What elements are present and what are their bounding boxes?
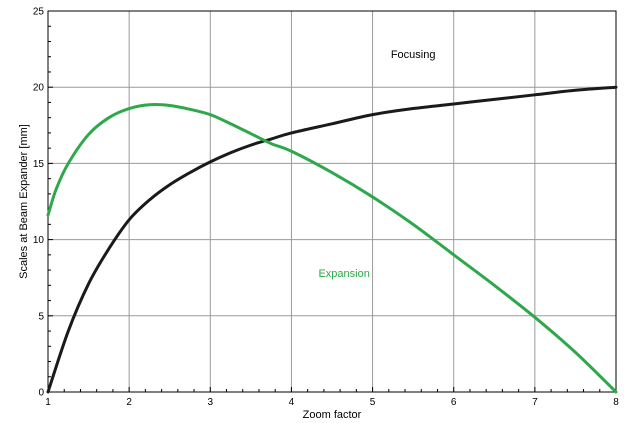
y-tick-label: 20 xyxy=(33,83,45,94)
series-line-focusing xyxy=(46,85,618,394)
x-axis-title: Zoom factor xyxy=(303,409,362,421)
plot-area xyxy=(48,11,616,392)
y-axis-title: Scales at Beam Expander [mm] xyxy=(18,124,30,279)
x-tick-label: 4 xyxy=(289,397,295,408)
series-line-expansion xyxy=(46,103,618,394)
x-tick-label: 6 xyxy=(451,397,457,408)
y-tick-label: 15 xyxy=(33,159,45,170)
x-tick-label: 8 xyxy=(613,397,619,408)
x-tick-label: 5 xyxy=(370,397,376,408)
y-tick-label: 25 xyxy=(33,7,45,18)
y-tick-label: 10 xyxy=(33,235,45,246)
y-tick-label: 5 xyxy=(38,311,44,322)
y-tick-label: 0 xyxy=(38,388,44,399)
x-tick-label: 1 xyxy=(45,397,51,408)
plot-frame xyxy=(47,10,617,393)
x-tick-label: 3 xyxy=(208,397,214,408)
x-tick-label: 7 xyxy=(532,397,538,408)
annotation-focusing: Focusing xyxy=(391,49,436,61)
x-tick-label: 2 xyxy=(126,397,132,408)
annotation-expansion: Expansion xyxy=(318,268,369,280)
